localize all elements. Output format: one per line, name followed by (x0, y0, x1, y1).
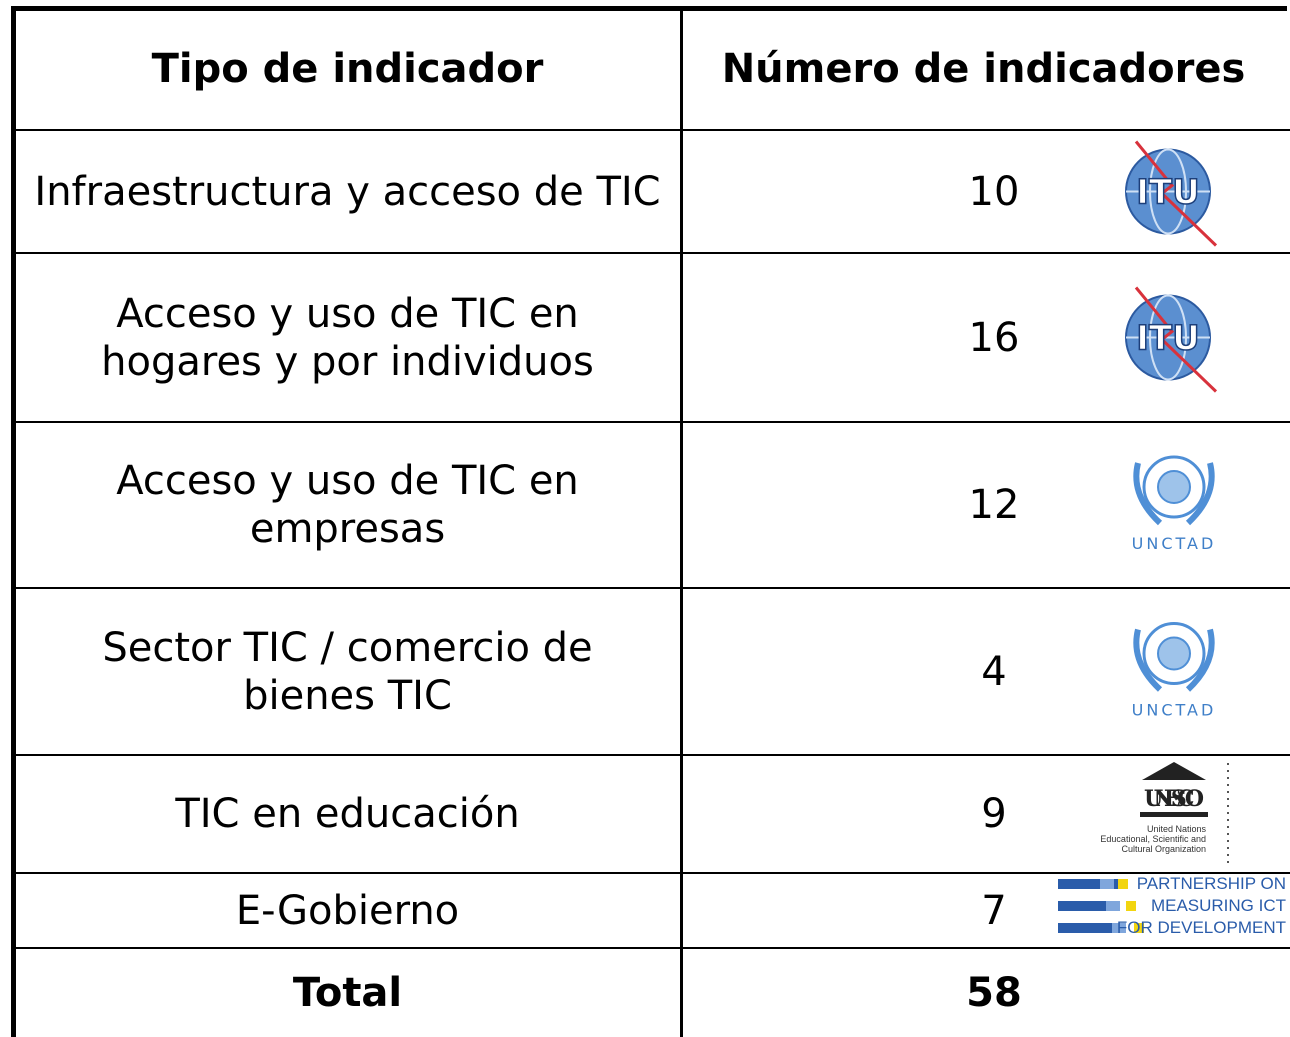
indicator-count: 10 (940, 130, 1048, 253)
unesco-caption: Cultural Organization (1121, 844, 1206, 854)
partnership-text: FOR DEVELOPMENT (1117, 918, 1286, 937)
row-divider (14, 754, 1290, 756)
total-label-text: Total (292, 969, 403, 1016)
un-text: UNCTAD (1132, 701, 1217, 720)
unesco-caption: Educational, Scientific and (1100, 834, 1206, 844)
border-top (11, 6, 1287, 11)
un-emblem-inner (1157, 470, 1191, 504)
row-divider (14, 587, 1290, 589)
logo: PARTNERSHIP ON MEASURING ICT FOR DEVELOPME… (1058, 875, 1286, 937)
partnership-bar-yellow (1118, 879, 1128, 889)
indicator-type-text: TIC en educación (175, 791, 520, 837)
border-left (11, 8, 16, 1037)
indicator-type-text: Acceso y uso de TIC en empresas (116, 458, 579, 552)
indicator-type: Acceso y uso de TIC en hogares y por ind… (14, 253, 681, 422)
itu-text: ITU (1136, 173, 1199, 213)
indicator-type: Acceso y uso de TIC en empresas (14, 422, 681, 588)
header-cell: Número de indicadores (683, 8, 1284, 130)
total-count: 58 (940, 948, 1048, 1037)
partnership-text: MEASURING ICT (1151, 896, 1286, 915)
indicator-count: 4 (940, 588, 1048, 755)
un-emblem (1142, 455, 1206, 519)
indicator-type-text: Sector TIC / comercio de bienes TIC (102, 624, 593, 719)
indicator-type-text: Acceso y uso de TIC en hogares y por ind… (101, 290, 594, 385)
unesco-caption: United Nations (1147, 824, 1207, 834)
indicator-count-text: 10 (968, 168, 1020, 215)
indicator-count: 7 (940, 873, 1048, 948)
indicator-type: Infraestructura y acceso de TIC (14, 130, 681, 253)
partnership-bar-yellow (1134, 923, 1144, 933)
logo: UNCTAD (1132, 455, 1217, 553)
un-wreath (1133, 628, 1215, 692)
header-cell: Tipo de indicador (14, 8, 681, 130)
row-divider (14, 252, 1290, 254)
indicator-type: E-Gobierno (14, 873, 681, 948)
itu-bolt (1134, 286, 1218, 393)
un-emblem (1142, 622, 1206, 685)
itu-text: ITU (1136, 319, 1199, 359)
indicator-count: 12 (940, 422, 1048, 588)
partnership-bar (1058, 879, 1118, 889)
partnership-text: PARTNERSHIP ON (1137, 875, 1286, 893)
partnership-bar-light (1100, 879, 1114, 889)
indicator-count-text: 4 (981, 648, 1007, 695)
indicator-type-text: E-Gobierno (235, 887, 460, 934)
header-cell-text: Tipo de indicador (151, 46, 544, 92)
indicator-count-text: 9 (981, 791, 1007, 837)
indicator-type: TIC en educación (14, 755, 681, 873)
indicator-count: 16 (940, 253, 1048, 422)
unesco-base (1140, 812, 1208, 817)
indicator-count-text: 12 (968, 482, 1020, 528)
partnership-bar (1058, 923, 1118, 933)
logo: ITU (1125, 140, 1218, 247)
un-text: UNCTAD (1132, 534, 1217, 553)
logo: ITU (1125, 286, 1218, 393)
unesco-temple (1142, 762, 1206, 780)
itu-bolt (1134, 140, 1218, 247)
indicator-count-text: 16 (968, 314, 1020, 361)
logo: UNCTAD (1132, 622, 1217, 720)
indicator-count: 9 (940, 755, 1048, 873)
partnership-bar-light (1112, 923, 1126, 933)
row-divider (14, 421, 1290, 423)
row-divider (14, 129, 1290, 131)
total-label: Total (14, 948, 681, 1037)
total-count-text: 58 (966, 969, 1022, 1016)
indicator-type: Sector TIC / comercio de bienes TIC (14, 588, 681, 755)
partnership-bar-yellow (1126, 901, 1136, 911)
indicator-type-text: Infraestructura y acceso de TIC (34, 168, 661, 215)
unesco-text: UNESCO (1144, 786, 1204, 812)
partnership-bar (1058, 901, 1118, 911)
column-divider (680, 8, 683, 1037)
row-divider (14, 947, 1290, 949)
row-divider (14, 872, 1290, 874)
un-emblem-inner (1157, 636, 1191, 671)
un-wreath (1133, 462, 1215, 526)
partnership-bar-light (1106, 901, 1120, 911)
indicator-count-text: 7 (981, 887, 1007, 934)
header-cell-text: Número de indicadores (721, 46, 1246, 92)
